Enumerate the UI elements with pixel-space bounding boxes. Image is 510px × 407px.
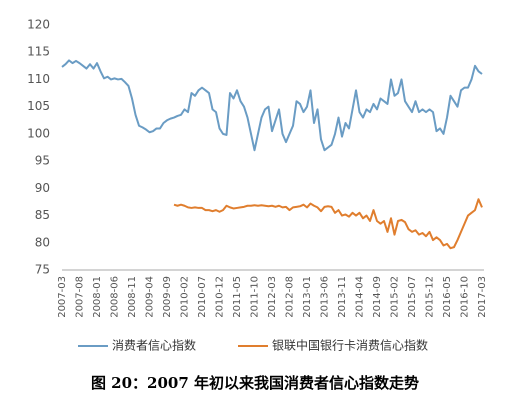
series-line bbox=[61, 59, 483, 152]
x-tick-label: 2015-12 bbox=[425, 276, 436, 318]
x-tick-label: 2013-01 bbox=[302, 276, 313, 318]
x-tick-label: 2011-05 bbox=[232, 276, 243, 318]
x-tick-label: 2010-12 bbox=[215, 276, 226, 318]
y-tick-label: 75 bbox=[35, 263, 50, 277]
y-tick-label: 95 bbox=[35, 154, 50, 168]
caption: 图 20：2007 年初以来我国消费者信心指数走势 bbox=[91, 374, 419, 392]
y-tick-label: 115 bbox=[27, 45, 50, 59]
y-tick-label: 110 bbox=[27, 72, 50, 86]
x-tick-label: 2008-11 bbox=[127, 276, 138, 318]
x-tick-label: 2010-07 bbox=[197, 276, 208, 318]
x-tick-label: 2012-08 bbox=[285, 276, 296, 318]
x-tick-label: 2015-02 bbox=[390, 276, 401, 318]
y-tick-label: 80 bbox=[35, 235, 50, 249]
y-tick-label: 90 bbox=[35, 181, 50, 195]
y-tick-label: 100 bbox=[27, 126, 50, 140]
x-tick-label: 2009-09 bbox=[162, 276, 173, 318]
x-tick-label: 2014-04 bbox=[355, 276, 366, 318]
x-tick-label: 2007-08 bbox=[75, 276, 86, 318]
y-tick-label: 85 bbox=[35, 208, 50, 222]
legend-label: 消费者信心指数 bbox=[112, 338, 196, 353]
x-tick-label: 2010-02 bbox=[180, 276, 191, 318]
x-tick-label: 2014-09 bbox=[372, 276, 383, 318]
x-tick-label: 2008-06 bbox=[110, 276, 121, 318]
y-tick-label: 105 bbox=[27, 99, 50, 113]
x-tick-label: 2012-03 bbox=[267, 276, 278, 318]
x-tick-label: 2015-07 bbox=[407, 276, 418, 318]
x-tick-label: 2016-05 bbox=[442, 276, 453, 318]
series-line bbox=[173, 198, 483, 250]
legend-label: 银联中国银行卡消费信心指数 bbox=[272, 338, 428, 353]
x-tick-label: 2017-03 bbox=[477, 276, 488, 318]
x-tick-label: 2009-04 bbox=[145, 276, 156, 318]
x-tick-label: 2013-11 bbox=[337, 276, 348, 318]
x-tick-label: 2016-10 bbox=[460, 276, 471, 318]
x-tick-label: 2013-06 bbox=[320, 276, 331, 318]
x-tick-label: 2007-03 bbox=[57, 276, 68, 318]
x-tick-label: 2008-01 bbox=[92, 276, 103, 318]
x-tick-label: 2011-10 bbox=[250, 276, 261, 318]
y-tick-label: 120 bbox=[27, 18, 50, 32]
